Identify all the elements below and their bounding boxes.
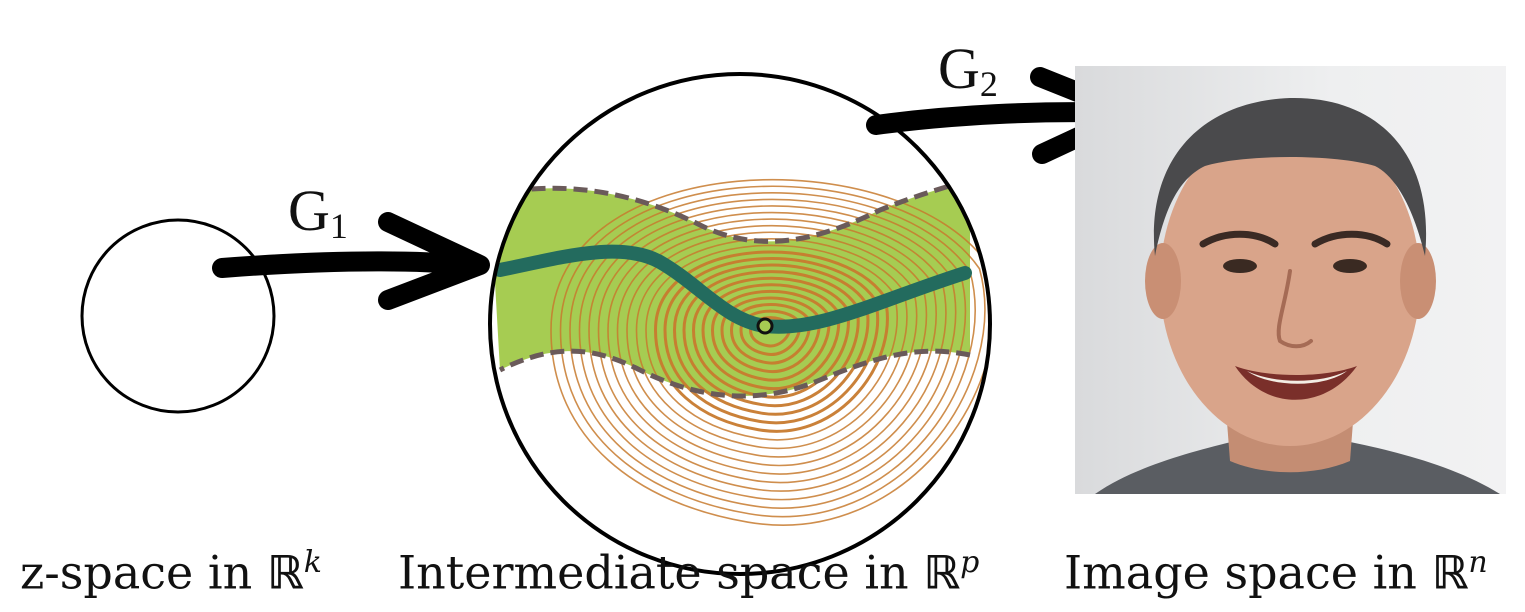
intermediate-space-label: Intermediate space in ℝp [398, 545, 980, 600]
face-photo [1075, 66, 1506, 494]
left-ear [1145, 243, 1181, 319]
density-contour-ring [720, 296, 821, 374]
density-contour-ring [559, 185, 986, 518]
teeth-shape [1247, 371, 1347, 384]
density-contour-ring [653, 250, 889, 433]
manifold-band [490, 180, 970, 397]
z-space-label: z-space in ℝk [20, 545, 322, 600]
density-contour-ring [626, 231, 918, 458]
latent-path-curve [493, 244, 972, 334]
sample-point-marker [756, 317, 774, 335]
face-illustration [1095, 97, 1500, 494]
density-contour-ring [578, 198, 967, 501]
density-contour-ring [635, 238, 908, 450]
right-eyebrow [1311, 230, 1391, 248]
g1-label: G1 [288, 178, 348, 246]
density-contour-ring [597, 211, 947, 484]
density-contours [550, 178, 990, 526]
density-contour-ring [550, 178, 990, 526]
density-contour-ring [645, 244, 898, 441]
image-space-label: Image space in ℝn [1064, 545, 1488, 600]
nose-shape [1276, 269, 1313, 349]
manifold-lower-boundary [498, 348, 971, 399]
density-contour-ring [701, 283, 841, 391]
density-contour-ring [729, 303, 811, 365]
intermediate-space-circle [488, 72, 992, 576]
left-eye [1223, 259, 1257, 273]
density-contour-ring [663, 257, 880, 425]
left-eyebrow [1199, 230, 1279, 248]
density-contour-ring [607, 218, 937, 475]
right-ear [1400, 243, 1436, 319]
hair-shape [1153, 97, 1427, 256]
intermediate-space-contents [490, 177, 990, 526]
density-contour-ring [710, 289, 831, 382]
right-eye [1333, 259, 1367, 273]
density-contour-ring [691, 276, 850, 399]
density-contour-ring [588, 205, 957, 492]
g1-arrow-shaft [212, 251, 482, 278]
density-contour-ring [682, 270, 860, 408]
g2-label: G2 [938, 36, 998, 104]
z-space-circle [80, 218, 276, 414]
manifold-upper-boundary [490, 177, 971, 244]
density-contour-ring [739, 309, 802, 356]
density-contour-ring [569, 192, 976, 509]
g1-arrowhead [378, 212, 490, 310]
